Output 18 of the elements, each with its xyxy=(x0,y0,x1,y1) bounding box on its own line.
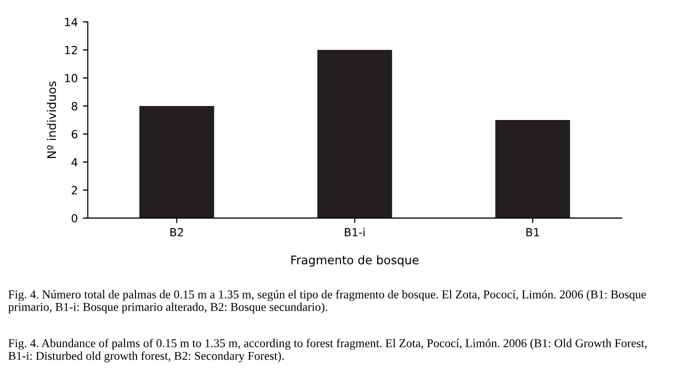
y-axis-title: Nº individuos xyxy=(46,81,56,158)
y-tick-label: 0 xyxy=(72,214,78,222)
x-axis-title: Fragmento de bosque xyxy=(291,255,419,267)
x-tick-label: B1-i xyxy=(344,228,365,236)
bar xyxy=(317,50,392,218)
y-tick-label: 12 xyxy=(65,46,77,54)
x-tick-label: B2 xyxy=(170,228,183,236)
y-tick-label: 4 xyxy=(72,158,78,166)
y-tick-label: 2 xyxy=(72,186,77,194)
y-tick-label: 8 xyxy=(72,102,78,110)
bar xyxy=(495,120,570,218)
bar xyxy=(139,106,214,218)
y-tick-label: 10 xyxy=(65,74,78,82)
caption: Fig. 4. Abundance of palms of 0.15 m to 1.35 m, according to forest fragment. El Zota, Pococí, Limón. 2006 (B1: Old Growth Forest, B1-i: Disturbed old growth forest, B2: Secondary Forest). xyxy=(8,338,647,362)
y-tick-label: 6 xyxy=(72,130,78,138)
caption: Fig. 4. Número total de palmas de 0.15 m a 1.35 m, según el tipo de fragmento de bosque. El Zota, Pococí, Limón. 2006 (B1: Bosque primario, B1-i: Bosque primario alterado, B2: Bosque secundario). xyxy=(8,290,646,314)
x-tick-label: B1 xyxy=(526,228,540,236)
y-tick-label: 14 xyxy=(65,18,78,26)
